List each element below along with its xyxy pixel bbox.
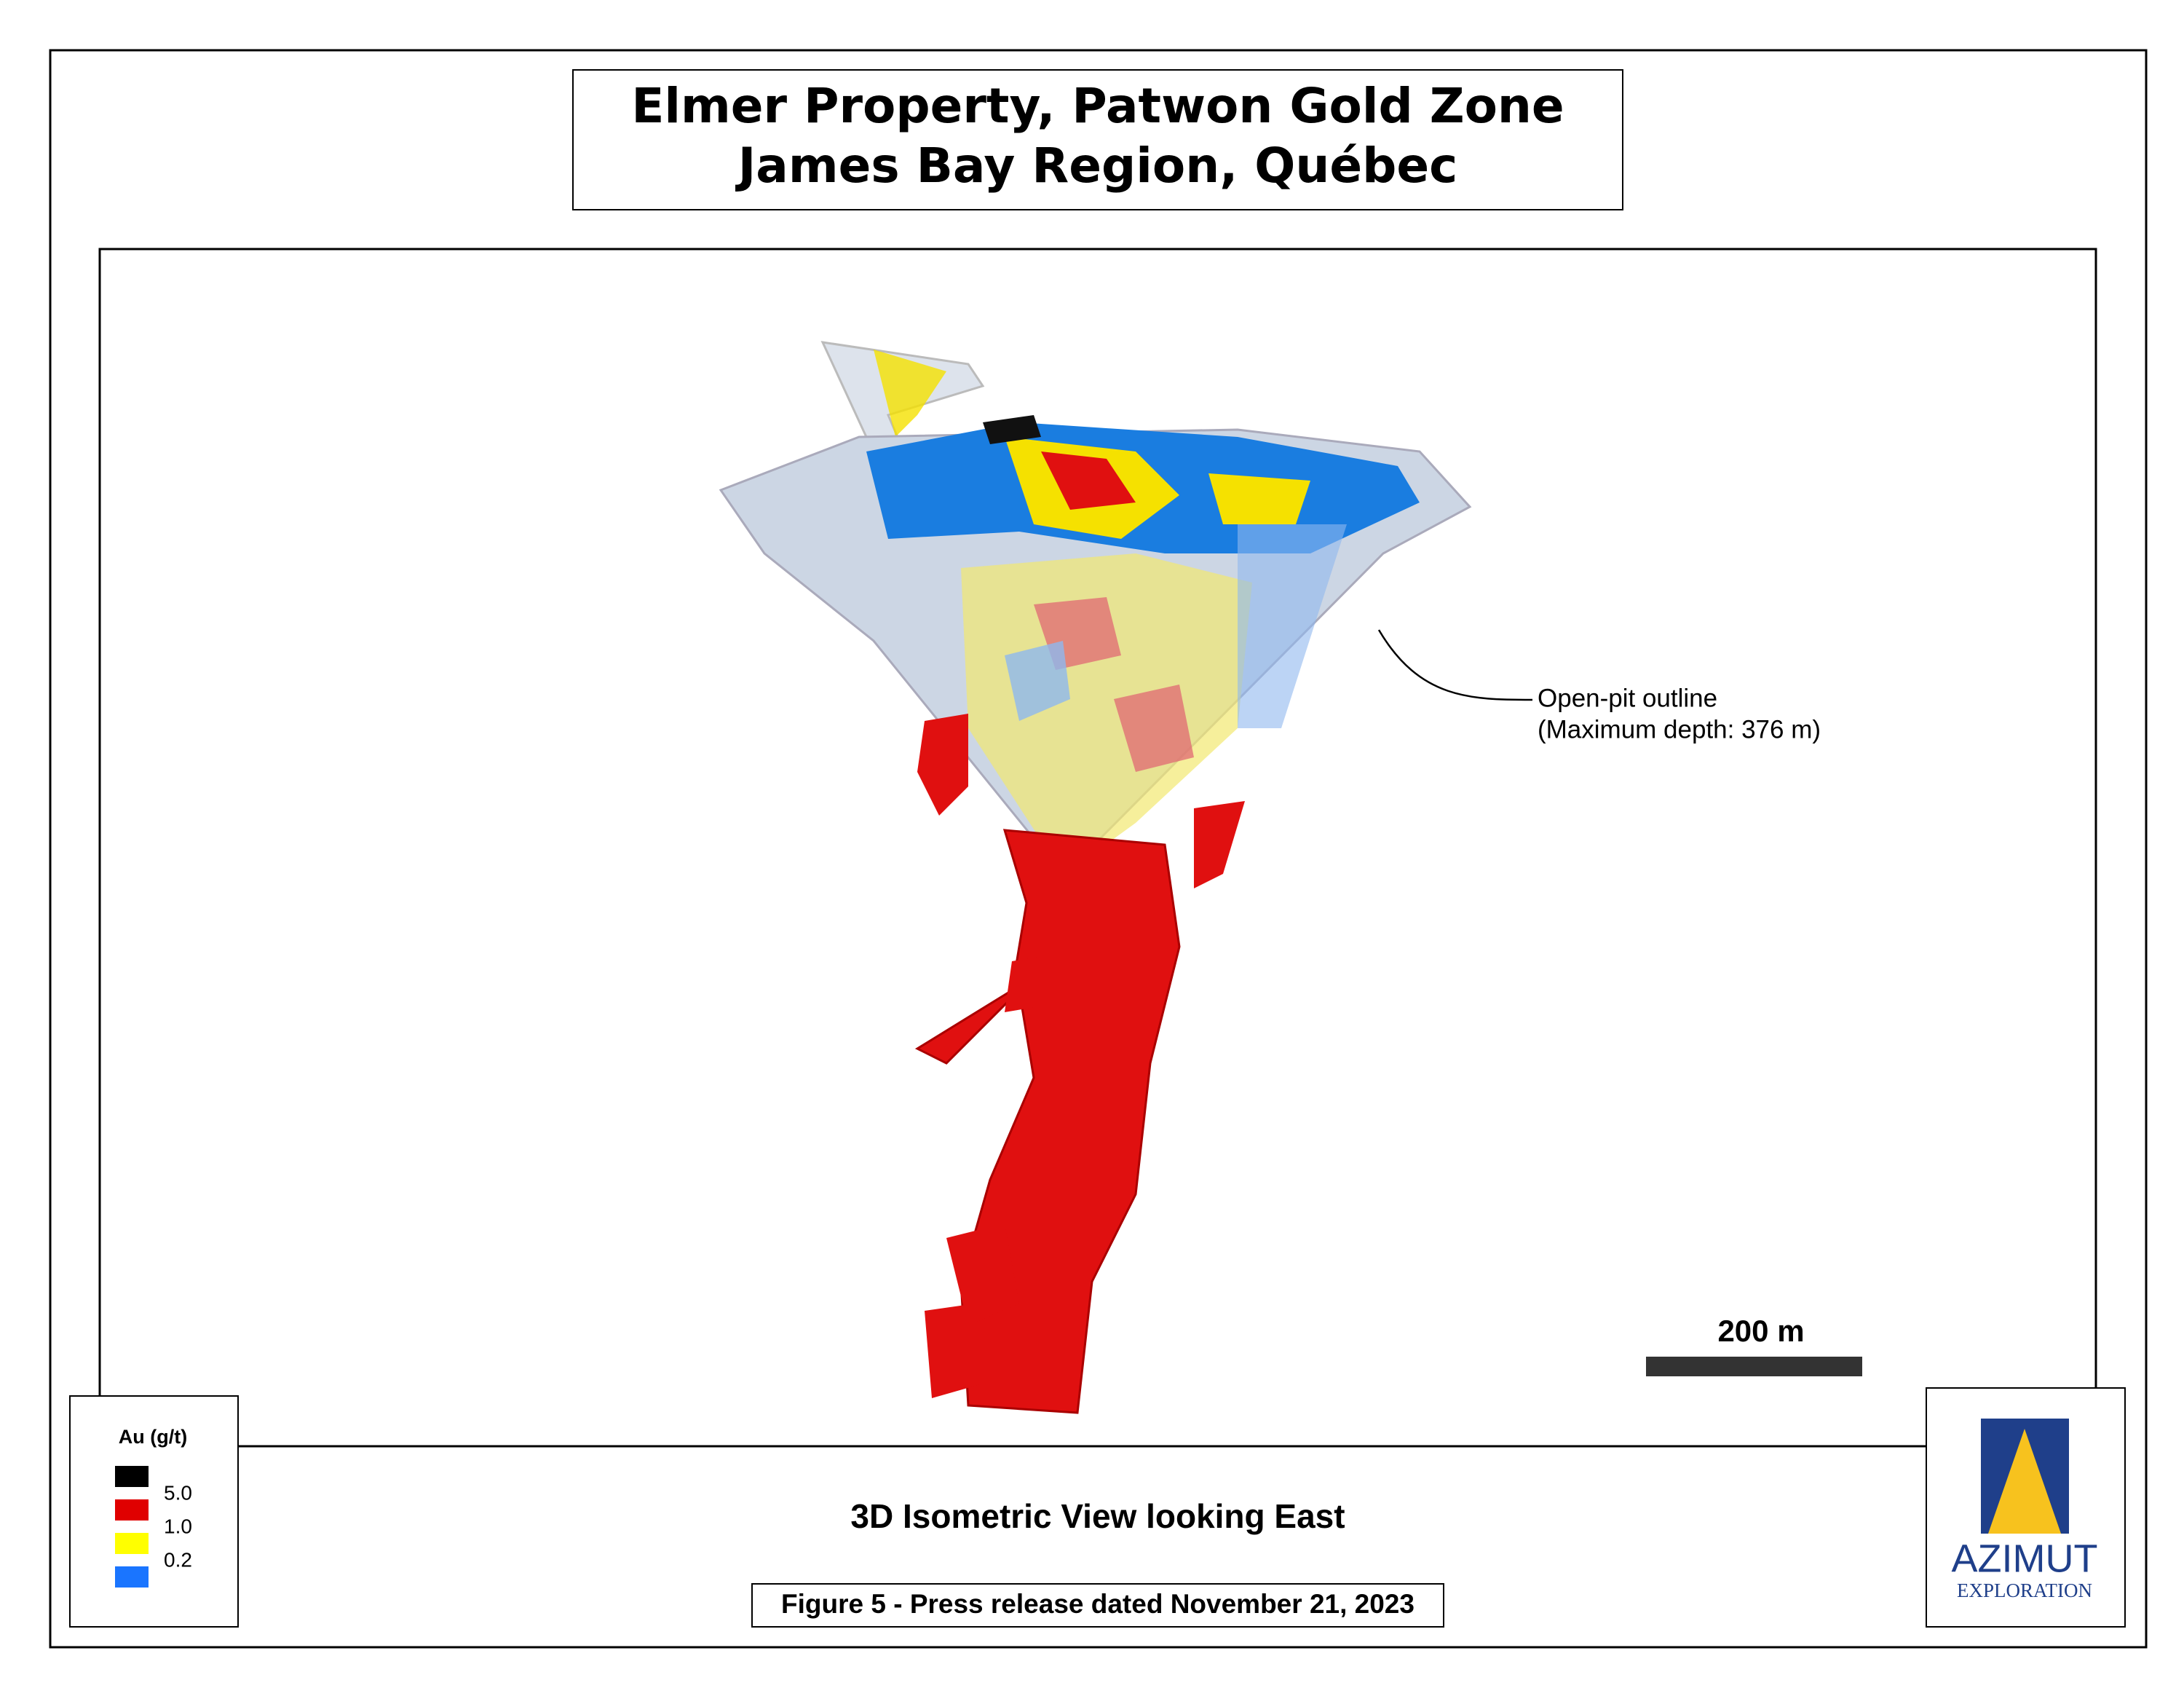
logo-tagline: EXPLORATION <box>1957 1579 2092 1601</box>
legend-label: 0.2 <box>164 1548 192 1571</box>
title-box <box>572 69 1623 210</box>
legend-swatch <box>115 1566 149 1588</box>
title-line: Elmer Property, Patwon Gold Zone <box>631 78 1564 134</box>
caption: Figure 5 - Press release dated November … <box>781 1589 1415 1619</box>
logo-triangle <box>1988 1429 2061 1534</box>
legend-swatch <box>115 1466 149 1487</box>
outer-frame <box>49 49 2148 1649</box>
leader-line <box>1377 629 1533 701</box>
legend-swatch <box>115 1533 149 1554</box>
caption-box <box>751 1583 1444 1628</box>
legend-title: Au (g/t) <box>119 1426 187 1448</box>
legend-box <box>69 1395 239 1628</box>
legend-label: 1.0 <box>164 1515 192 1537</box>
annotation: Open-pit outline <box>1538 684 1717 712</box>
block-model <box>719 341 1472 1414</box>
logo-name: AZIMUT <box>1952 1537 2098 1580</box>
view-label: 3D Isometric View looking East <box>850 1497 1345 1535</box>
scale-label: 200 m <box>1717 1314 1804 1348</box>
title-line: James Bay Region, Québec <box>735 138 1458 194</box>
legend-label: 5.0 <box>164 1481 192 1504</box>
legend-swatch <box>115 1499 149 1521</box>
scale-bar <box>1646 1357 1862 1376</box>
annotation: (Maximum depth: 376 m) <box>1538 715 1821 744</box>
